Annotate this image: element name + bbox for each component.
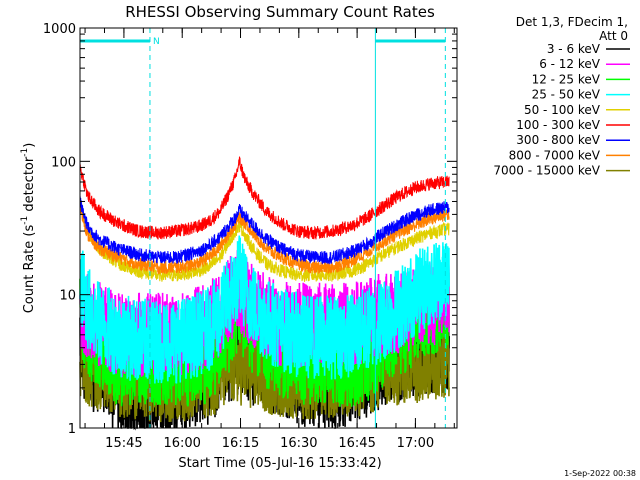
legend-label-8: 7000 - 15000 keV bbox=[493, 164, 600, 178]
legend-label-3: 25 - 50 keV bbox=[532, 88, 601, 102]
x-axis-label: Start Time (05-Jul-16 15:33:42) bbox=[178, 456, 381, 471]
y-axis-label-main: Count Rate (s bbox=[22, 225, 37, 314]
plot-frame bbox=[79, 27, 458, 429]
y-axis-label-mid: detector bbox=[22, 156, 37, 216]
x-tick-label: 16:00 bbox=[163, 436, 200, 451]
series-line-6 bbox=[79, 196, 450, 265]
legend-label-1: 6 - 12 keV bbox=[539, 57, 601, 71]
y-axis-label: Count Rate (s-1 detector-1) bbox=[20, 143, 37, 314]
y-axis-label-sup2: -1 bbox=[20, 148, 30, 157]
x-tick-label: 16:45 bbox=[338, 436, 375, 451]
flag-label: N bbox=[153, 37, 160, 47]
legend-label-7: 800 - 7000 keV bbox=[509, 148, 601, 162]
x-tick-label: 16:30 bbox=[280, 436, 317, 451]
x-tick-label: 15:45 bbox=[105, 436, 142, 451]
footer-timestamp: 1-Sep-2022 00:38 bbox=[564, 469, 636, 478]
y-tick-label: 10 bbox=[59, 289, 76, 304]
legend-label-0: 3 - 6 keV bbox=[547, 42, 601, 56]
series-line-7 bbox=[79, 205, 450, 274]
y-tick-label: 100 bbox=[51, 155, 76, 170]
legend-header-line1: Det 1,3, FDecim 1, bbox=[516, 15, 628, 29]
y-axis-label-sup1: -1 bbox=[20, 216, 30, 225]
x-tick-label: 17:00 bbox=[397, 436, 434, 451]
legend-label-2: 12 - 25 keV bbox=[532, 72, 601, 86]
chart-title: RHESSI Observing Summary Count Rates bbox=[125, 3, 435, 21]
legend-header-line2: Att 0 bbox=[599, 29, 628, 43]
y-tick-label: 1000 bbox=[43, 22, 76, 37]
y-tick-label: 1 bbox=[68, 422, 76, 437]
x-tick-label: 16:15 bbox=[222, 436, 259, 451]
series-line-3 bbox=[79, 235, 450, 384]
axes: 1 10 100 1000 15:45 16:00 16:15 16:30 16:45 17:00 bbox=[43, 22, 457, 451]
legend-label-4: 50 - 100 keV bbox=[524, 103, 601, 117]
series-line-5 bbox=[79, 156, 450, 240]
legend-label-6: 300 - 800 keV bbox=[516, 133, 600, 147]
y-axis-label-end: ) bbox=[22, 143, 37, 148]
plot-area: N bbox=[79, 28, 450, 431]
legend-label-5: 100 - 300 keV bbox=[516, 118, 600, 132]
